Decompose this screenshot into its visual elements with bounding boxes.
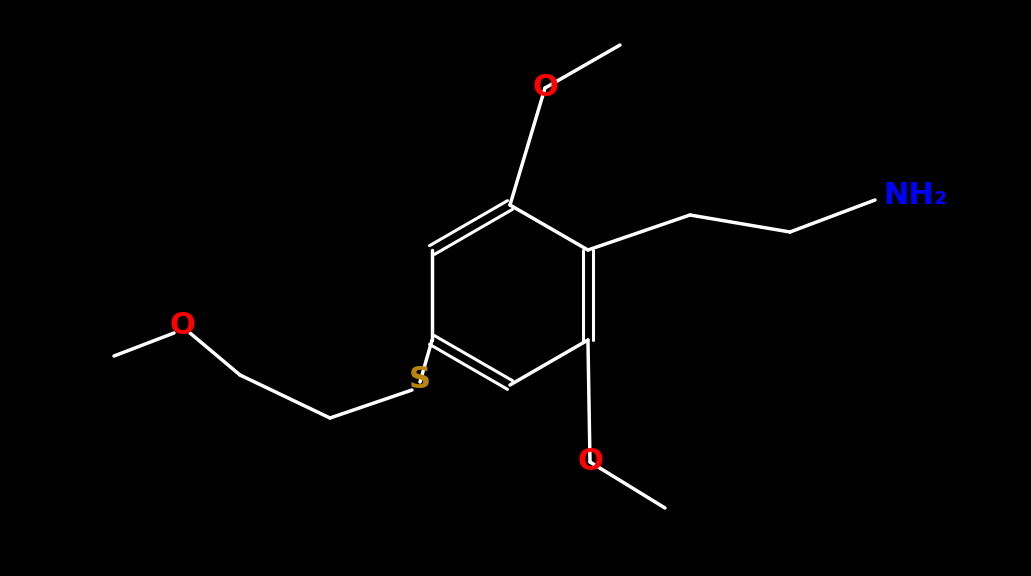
Text: O: O: [532, 74, 558, 103]
Text: O: O: [169, 310, 195, 339]
Text: S: S: [409, 366, 431, 395]
Text: O: O: [577, 448, 603, 476]
Text: NH₂: NH₂: [883, 180, 947, 210]
